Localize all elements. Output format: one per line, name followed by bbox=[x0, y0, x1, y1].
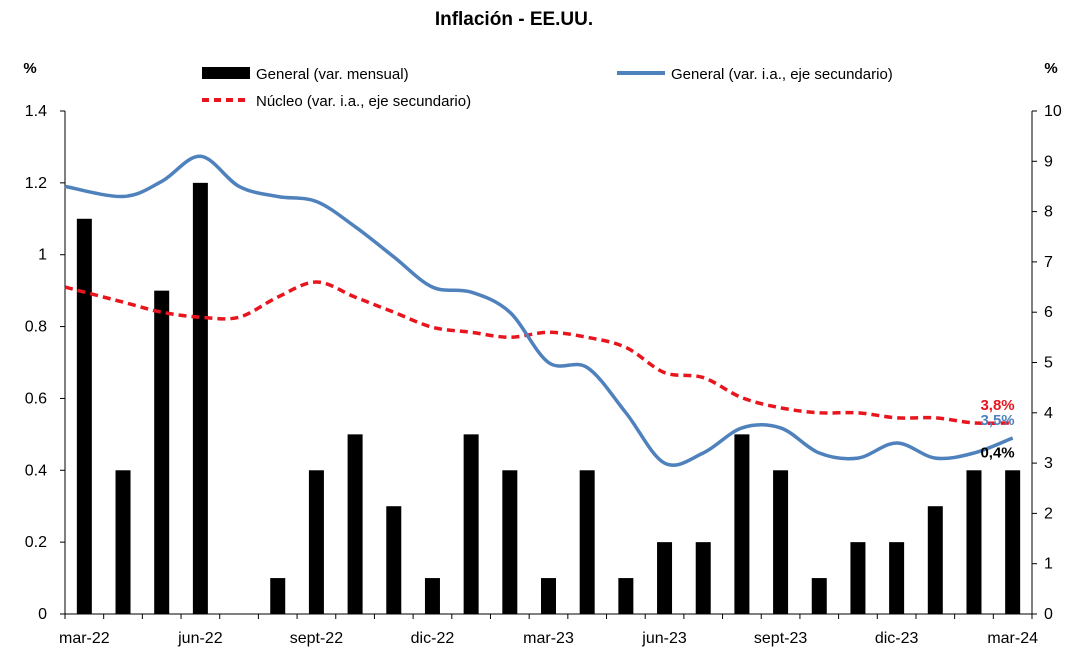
legend-item-core: Núcleo (var. i.a., eje secundario) bbox=[202, 93, 471, 110]
monthly-bar bbox=[270, 578, 286, 614]
monthly-bars bbox=[76, 182, 1021, 615]
right-tick-label: 9 bbox=[1044, 153, 1053, 170]
monthly-bar bbox=[657, 542, 673, 614]
monthly-bar bbox=[966, 470, 982, 614]
x-tick-label: dic-23 bbox=[875, 630, 919, 647]
monthly-bar bbox=[115, 470, 131, 614]
left-tick-label: 0.4 bbox=[25, 462, 47, 479]
monthly-bar bbox=[734, 434, 750, 614]
monthly-end-label: 0,4% bbox=[980, 444, 1014, 461]
end-value-labels: 3,8%3,5% 0,4% bbox=[980, 397, 1014, 461]
left-tick-label: 0.6 bbox=[25, 390, 47, 407]
monthly-bar bbox=[773, 470, 789, 614]
monthly-bar bbox=[308, 470, 324, 614]
right-tick-label: 5 bbox=[1044, 355, 1053, 372]
headline-yoy-line bbox=[64, 154, 1014, 467]
left-tick-label: 1 bbox=[38, 247, 47, 264]
left-axis-unit: % bbox=[23, 60, 36, 77]
right-tick-label: 10 bbox=[1044, 103, 1062, 120]
right-tick-label: 0 bbox=[1044, 606, 1053, 623]
tick-labels: 0 0.2 0.4 0.6 0.8 1 1.2 1.4 0 1 2 3 4 5 6 7 8 9 10 mar-22 ju… bbox=[25, 103, 1062, 647]
monthly-bar bbox=[541, 578, 556, 614]
monthly-bar bbox=[579, 470, 595, 614]
legend-swatch-monthly bbox=[202, 67, 250, 79]
x-tick-label: mar-23 bbox=[523, 630, 574, 647]
x-tick-label: dic-22 bbox=[411, 630, 455, 647]
chart-title: Inflación - EE.UU. bbox=[435, 9, 593, 30]
right-axis-unit: % bbox=[1044, 60, 1057, 77]
legend-item-monthly: General (var. mensual) bbox=[202, 66, 409, 83]
left-tick-label: 0.2 bbox=[25, 534, 47, 551]
legend-label-core: Núcleo (var. i.a., eje secundario) bbox=[256, 93, 471, 110]
monthly-bar bbox=[889, 542, 905, 614]
monthly-bar bbox=[424, 578, 440, 614]
monthly-bar bbox=[1005, 470, 1021, 614]
core-end-label: 3,8% bbox=[980, 397, 1014, 414]
x-tick-label: mar-22 bbox=[59, 630, 110, 647]
left-tick-label: 1.4 bbox=[25, 103, 47, 120]
monthly-bar bbox=[154, 290, 170, 614]
left-tick-label: 1.2 bbox=[25, 175, 47, 192]
right-tick-label: 4 bbox=[1044, 405, 1053, 422]
right-tick-label: 1 bbox=[1044, 556, 1053, 573]
left-tick-label: 0.8 bbox=[25, 319, 47, 336]
monthly-bar bbox=[850, 542, 866, 614]
x-tick-label: jun-23 bbox=[641, 630, 687, 647]
monthly-bar bbox=[463, 434, 479, 614]
x-tick-label: sept-23 bbox=[754, 630, 807, 647]
right-tick-label: 7 bbox=[1044, 254, 1053, 271]
monthly-bar bbox=[618, 578, 634, 614]
legend-label-headline: General (var. i.a., eje secundario) bbox=[671, 66, 893, 83]
monthly-bar bbox=[76, 218, 92, 615]
x-tick-label: mar-24 bbox=[987, 630, 1038, 647]
right-tick-label: 6 bbox=[1044, 304, 1053, 321]
x-tick-label: sept-22 bbox=[290, 630, 343, 647]
headline-end-label: 3,5% bbox=[980, 412, 1014, 429]
monthly-bar bbox=[347, 434, 363, 614]
year-over-year-lines bbox=[64, 154, 1014, 467]
x-tick-label: jun-22 bbox=[177, 630, 223, 647]
legend-item-headline: General (var. i.a., eje secundario) bbox=[617, 66, 893, 83]
monthly-bar bbox=[811, 578, 827, 614]
right-tick-label: 2 bbox=[1044, 505, 1053, 522]
monthly-bar bbox=[192, 182, 208, 614]
monthly-bar bbox=[386, 506, 402, 614]
legend-label-monthly: General (var. mensual) bbox=[256, 66, 409, 83]
right-tick-label: 8 bbox=[1044, 204, 1053, 221]
left-tick-label: 0 bbox=[38, 606, 47, 623]
monthly-bar bbox=[927, 506, 943, 614]
right-tick-label: 3 bbox=[1044, 455, 1053, 472]
monthly-bar bbox=[695, 542, 711, 614]
legend: General (var. mensual) General (var. i.a… bbox=[202, 66, 893, 110]
monthly-bar bbox=[502, 470, 518, 614]
